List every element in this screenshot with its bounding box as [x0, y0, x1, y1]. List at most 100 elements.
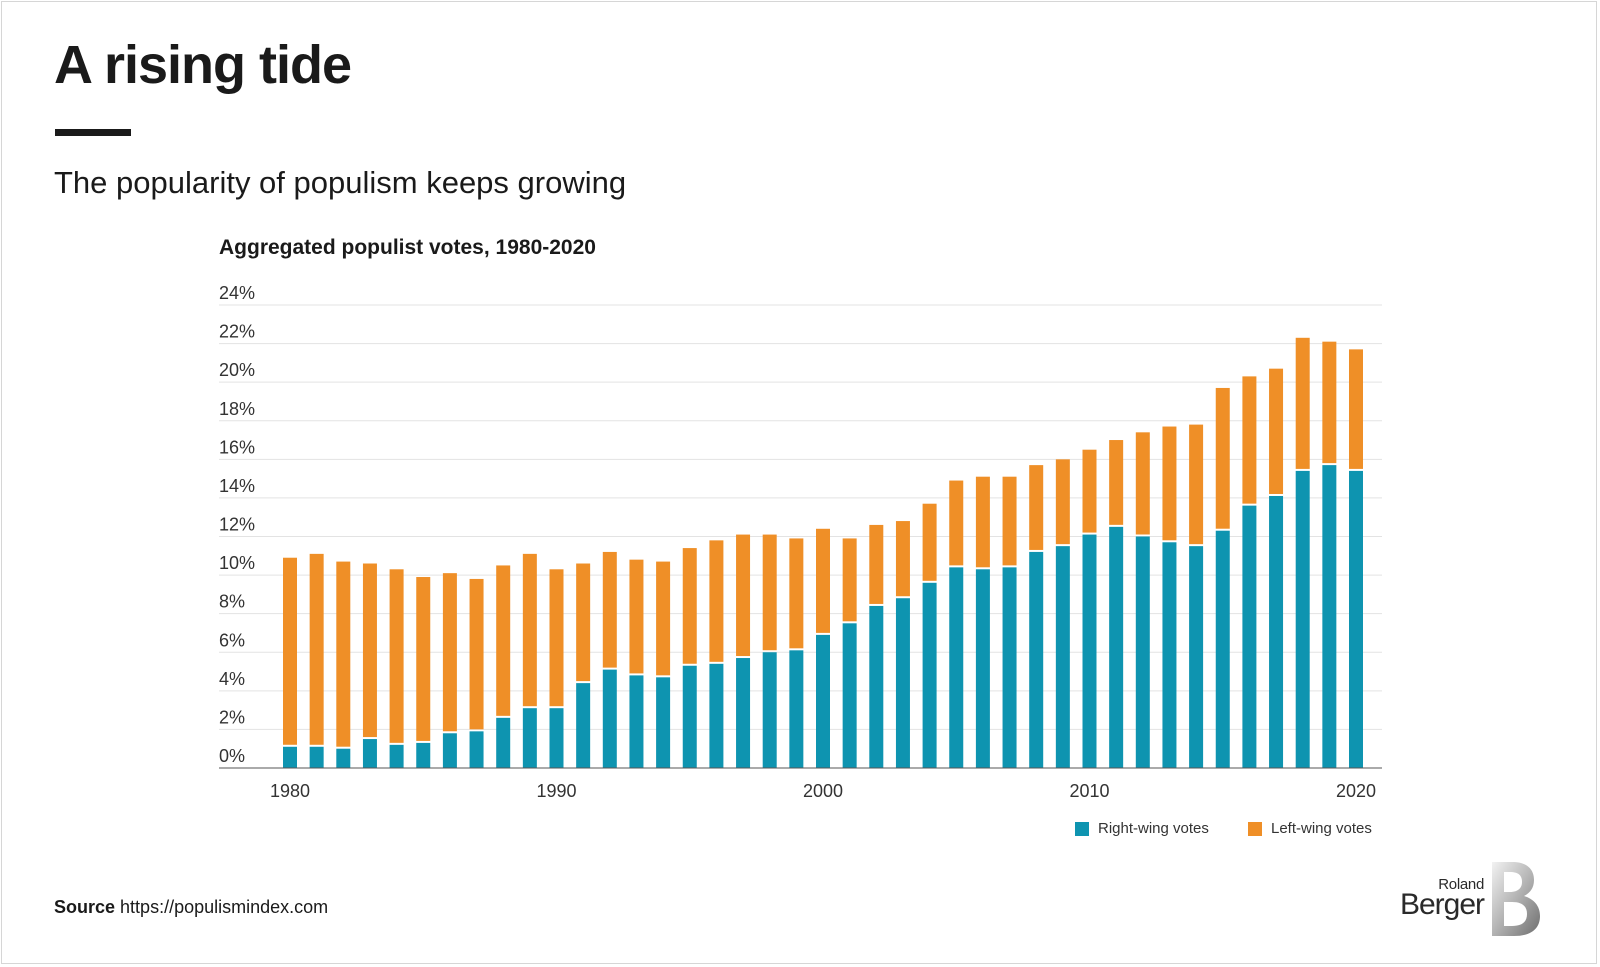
bar-left-wing: [1162, 426, 1177, 541]
y-tick-label: 20%: [219, 360, 255, 380]
bar-right-wing: [709, 663, 724, 768]
bar-left-wing: [922, 503, 937, 581]
bar-right-wing: [1215, 530, 1230, 768]
bar-right-wing: [869, 605, 884, 768]
bar-left-wing: [895, 521, 910, 597]
bar-right-wing: [496, 717, 511, 768]
x-tick-label: 2010: [1069, 781, 1109, 801]
bar-left-wing: [762, 534, 777, 651]
logo-b-icon: [1492, 862, 1540, 936]
legend-label-right-wing: Right-wing votes: [1098, 820, 1209, 837]
bar-left-wing: [869, 524, 884, 604]
bar-left-wing: [309, 553, 324, 745]
y-tick-label: 6%: [219, 630, 245, 650]
bar-left-wing: [1322, 341, 1337, 464]
bar-right-wing: [442, 733, 457, 768]
bar-left-wing: [736, 534, 751, 657]
y-tick-label: 16%: [219, 437, 255, 457]
bar-left-wing: [1215, 387, 1230, 529]
bar-left-wing: [1082, 449, 1097, 533]
bar-right-wing: [336, 748, 351, 768]
legend-swatch-right-wing: [1075, 821, 1089, 836]
bar-left-wing: [682, 548, 697, 664]
y-tick-label: 4%: [219, 669, 245, 689]
bar-right-wing: [576, 683, 591, 768]
bar-right-wing: [1082, 534, 1097, 768]
bar-right-wing: [816, 634, 830, 768]
logo-text-roland: Roland: [1438, 876, 1484, 893]
bar-right-wing: [1135, 536, 1150, 768]
legend-left-wing: Left-wing votes: [1248, 820, 1372, 837]
bar-right-wing: [416, 742, 431, 768]
bar-left-wing: [629, 559, 644, 674]
bar-left-wing: [1002, 476, 1017, 566]
bar-right-wing: [1189, 546, 1204, 768]
bar-left-wing: [336, 561, 351, 747]
y-tick-label: 2%: [219, 707, 245, 727]
chart-title: Aggregated populist votes, 1980-2020: [219, 236, 596, 259]
bar-right-wing: [1002, 567, 1017, 768]
bar-right-wing: [842, 623, 857, 768]
bar-right-wing: [1109, 526, 1124, 768]
bar-left-wing: [1269, 368, 1284, 494]
bar-left-wing: [789, 538, 804, 649]
bar-left-wing: [816, 528, 830, 633]
bar-right-wing: [789, 650, 804, 768]
bar-left-wing: [283, 557, 297, 745]
bar-left-wing: [842, 538, 857, 622]
bar-right-wing: [975, 569, 990, 768]
bar-right-wing: [1162, 542, 1177, 768]
bar-left-wing: [1189, 424, 1204, 545]
bar-left-wing: [496, 565, 511, 716]
bar-left-wing: [1055, 459, 1070, 545]
logo-text-berger: Berger: [1399, 888, 1485, 921]
bar-right-wing: [922, 582, 937, 768]
bar-left-wing: [469, 578, 484, 730]
bar-left-wing: [602, 551, 617, 668]
bar-left-wing: [442, 573, 457, 732]
bar-left-wing: [1295, 337, 1310, 469]
bar-right-wing: [629, 675, 644, 768]
bar-left-wing: [1029, 465, 1044, 550]
bar-right-wing: [1295, 470, 1310, 768]
legend-right-wing: Right-wing votes: [1075, 820, 1209, 837]
bar-right-wing: [389, 744, 404, 768]
bar-right-wing: [283, 746, 297, 768]
x-tick-label: 1980: [270, 781, 310, 801]
bar-right-wing: [736, 658, 751, 768]
bar-left-wing: [656, 561, 671, 676]
bar-right-wing: [656, 677, 671, 768]
bar-right-wing: [309, 746, 324, 768]
bar-right-wing: [602, 669, 617, 768]
bar-left-wing: [709, 540, 724, 662]
source-url: https://populismindex.com: [120, 897, 329, 917]
y-tick-label: 18%: [219, 399, 255, 419]
bar-left-wing: [1349, 349, 1363, 469]
bar-left-wing: [549, 569, 564, 707]
legend-swatch-left-wing: [1248, 821, 1262, 836]
bar-left-wing: [1242, 376, 1257, 504]
bar-right-wing: [522, 708, 537, 768]
bar-left-wing: [1135, 432, 1150, 535]
source-note: Source https://populismindex.com: [54, 897, 328, 918]
bar-right-wing: [549, 708, 564, 768]
bar-left-wing: [522, 553, 537, 707]
bar-right-wing: [1029, 551, 1044, 768]
y-tick-label: 8%: [219, 592, 245, 612]
bar-left-wing: [389, 569, 404, 743]
x-tick-label: 2020: [1336, 781, 1376, 801]
y-tick-label: 22%: [219, 322, 255, 342]
bar-right-wing: [1242, 505, 1257, 768]
bar-right-wing: [1269, 495, 1284, 768]
y-tick-label: 12%: [219, 515, 255, 535]
x-tick-label: 2000: [803, 781, 843, 801]
bar-right-wing: [682, 665, 697, 768]
bar-right-wing: [469, 731, 484, 768]
bar-left-wing: [949, 480, 964, 566]
bar-left-wing: [975, 476, 990, 568]
roland-berger-logo: Roland Berger: [1392, 862, 1542, 940]
title-underline: [55, 129, 131, 136]
legend-label-left-wing: Left-wing votes: [1271, 820, 1372, 837]
y-tick-label: 14%: [219, 476, 255, 496]
